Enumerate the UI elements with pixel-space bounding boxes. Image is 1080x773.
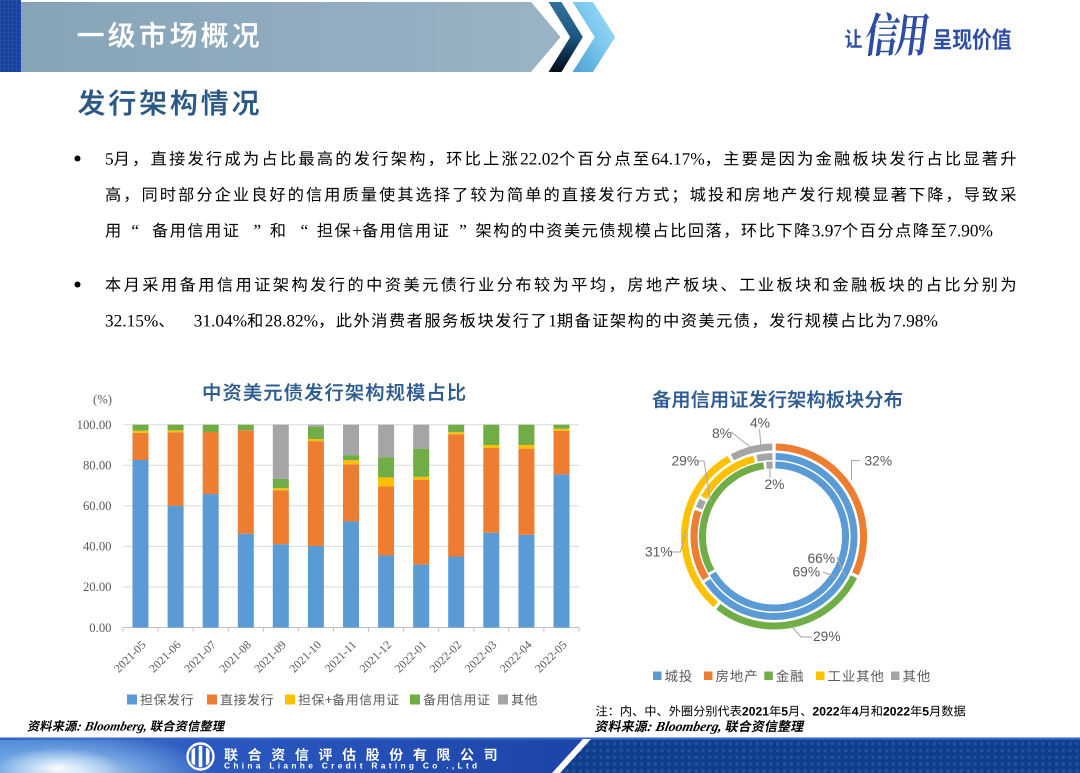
svg-text:29%: 29% [813, 629, 841, 644]
svg-text:2%: 2% [765, 477, 785, 492]
svg-text:2021-11: 2021-11 [322, 638, 359, 675]
svg-text:2021-08: 2021-08 [216, 638, 254, 676]
svg-text:(%): (%) [93, 393, 112, 407]
svg-text:4%: 4% [750, 416, 770, 431]
svg-text:2021-06: 2021-06 [146, 638, 184, 676]
svg-text:2022-03: 2022-03 [462, 638, 500, 676]
svg-text:2021-12: 2021-12 [357, 638, 395, 676]
svg-text:0.00: 0.00 [89, 621, 111, 635]
svg-text:20.00: 20.00 [83, 580, 112, 594]
svg-text:2022-05: 2022-05 [532, 638, 570, 676]
svg-text:2022-01: 2022-01 [392, 638, 430, 676]
svg-text:60.00: 60.00 [83, 499, 112, 513]
svg-text:29%: 29% [672, 454, 700, 469]
svg-text:69%: 69% [793, 564, 821, 579]
svg-text:40.00: 40.00 [83, 540, 112, 554]
svg-text:80.00: 80.00 [83, 459, 112, 473]
svg-text:31%: 31% [645, 545, 673, 560]
svg-text:66%: 66% [808, 551, 836, 566]
svg-text:2021-09: 2021-09 [251, 638, 289, 676]
svg-text:2021-10: 2021-10 [286, 638, 324, 676]
svg-text:2021-07: 2021-07 [181, 638, 219, 676]
svg-text:2022-02: 2022-02 [427, 638, 465, 676]
svg-text:2022-04: 2022-04 [497, 638, 535, 676]
svg-text:8%: 8% [712, 426, 732, 441]
svg-text:32%: 32% [865, 453, 893, 468]
svg-text:100.00: 100.00 [77, 418, 112, 432]
svg-text:China Lianhe Credit Rating Co: China Lianhe Credit Rating Co .,Ltd [224, 761, 480, 771]
svg-text:2021-05: 2021-05 [111, 638, 149, 676]
